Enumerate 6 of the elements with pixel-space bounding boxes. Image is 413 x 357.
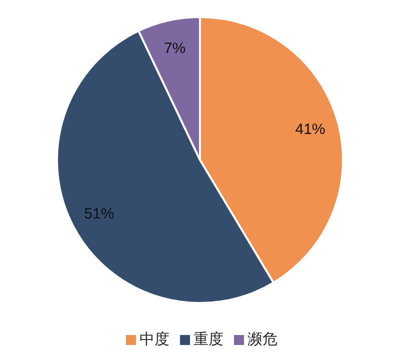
legend-label: 重度: [194, 331, 224, 348]
legend-label: 濒危: [248, 331, 278, 348]
data-label: 41%: [295, 121, 326, 138]
data-label: 51%: [84, 206, 114, 223]
data-label: 7%: [164, 40, 186, 57]
legend-label: 中度: [140, 331, 170, 348]
